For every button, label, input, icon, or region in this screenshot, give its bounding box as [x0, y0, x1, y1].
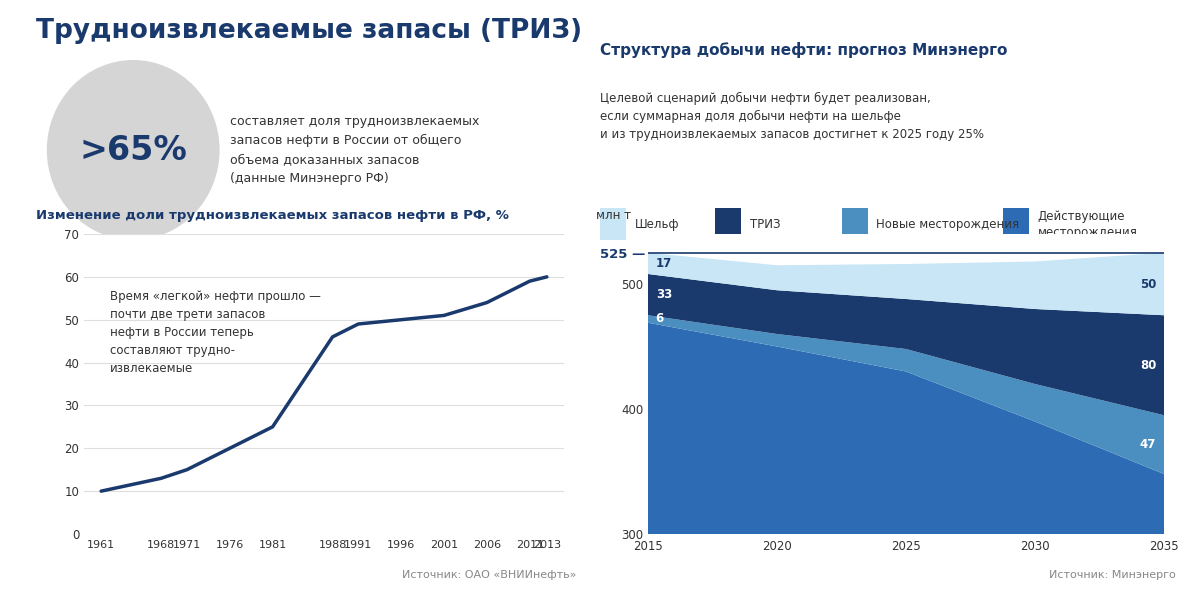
- Text: млн т: млн т: [596, 209, 631, 222]
- Text: 50: 50: [1140, 277, 1157, 290]
- Bar: [842, 208, 868, 241]
- Text: 33: 33: [655, 288, 672, 301]
- Text: составляет доля трудноизвлекаемых
запасов нефти в России от общего
объема доказа: составляет доля трудноизвлекаемых запасо…: [230, 115, 480, 185]
- Text: Источник: Минэнерго: Источник: Минэнерго: [1049, 570, 1176, 580]
- Text: Изменение доли трудноизвлекаемых запасов нефти в РФ, %: Изменение доли трудноизвлекаемых запасов…: [36, 209, 509, 222]
- Text: Источник: ОАО «ВНИИнефть»: Источник: ОАО «ВНИИнефть»: [402, 570, 576, 580]
- Text: 525 — целевой сценарий добычи нефти: 525 — целевой сценарий добычи нефти: [600, 248, 911, 261]
- Text: Действующие
месторождения: Действующие месторождения: [1038, 210, 1138, 239]
- Text: 6: 6: [655, 313, 664, 325]
- Text: Структура добычи нефти: прогноз Минэнерго: Структура добычи нефти: прогноз Минэнерг…: [600, 42, 1007, 58]
- Text: >65%: >65%: [79, 133, 187, 166]
- Text: ТРИЗ: ТРИЗ: [750, 218, 780, 231]
- Bar: [1003, 208, 1030, 241]
- Text: 80: 80: [1140, 359, 1157, 372]
- Text: Новые месторождения: Новые месторождения: [876, 218, 1020, 231]
- Text: Шельф: Шельф: [635, 218, 679, 231]
- Text: 47: 47: [1140, 438, 1157, 451]
- Bar: [600, 208, 626, 241]
- Ellipse shape: [47, 60, 220, 240]
- Text: Трудноизвлекаемые запасы (ТРИЗ): Трудноизвлекаемые запасы (ТРИЗ): [36, 18, 582, 44]
- Text: Время «легкой» нефти прошло —
почти две трети запасов
нефти в России теперь
сост: Время «легкой» нефти прошло — почти две …: [109, 290, 320, 375]
- Text: 17: 17: [655, 257, 672, 270]
- Bar: [715, 208, 742, 241]
- Text: Целевой сценарий добычи нефти будет реализован,
если суммарная доля добычи нефти: Целевой сценарий добычи нефти будет реал…: [600, 92, 984, 142]
